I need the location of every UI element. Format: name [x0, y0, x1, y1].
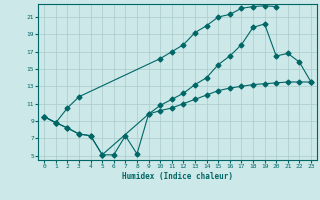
X-axis label: Humidex (Indice chaleur): Humidex (Indice chaleur)	[122, 172, 233, 181]
